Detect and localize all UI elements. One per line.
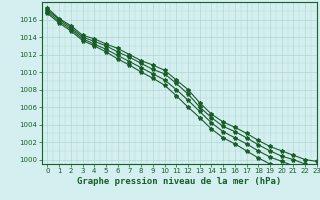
X-axis label: Graphe pression niveau de la mer (hPa): Graphe pression niveau de la mer (hPa)	[77, 177, 281, 186]
